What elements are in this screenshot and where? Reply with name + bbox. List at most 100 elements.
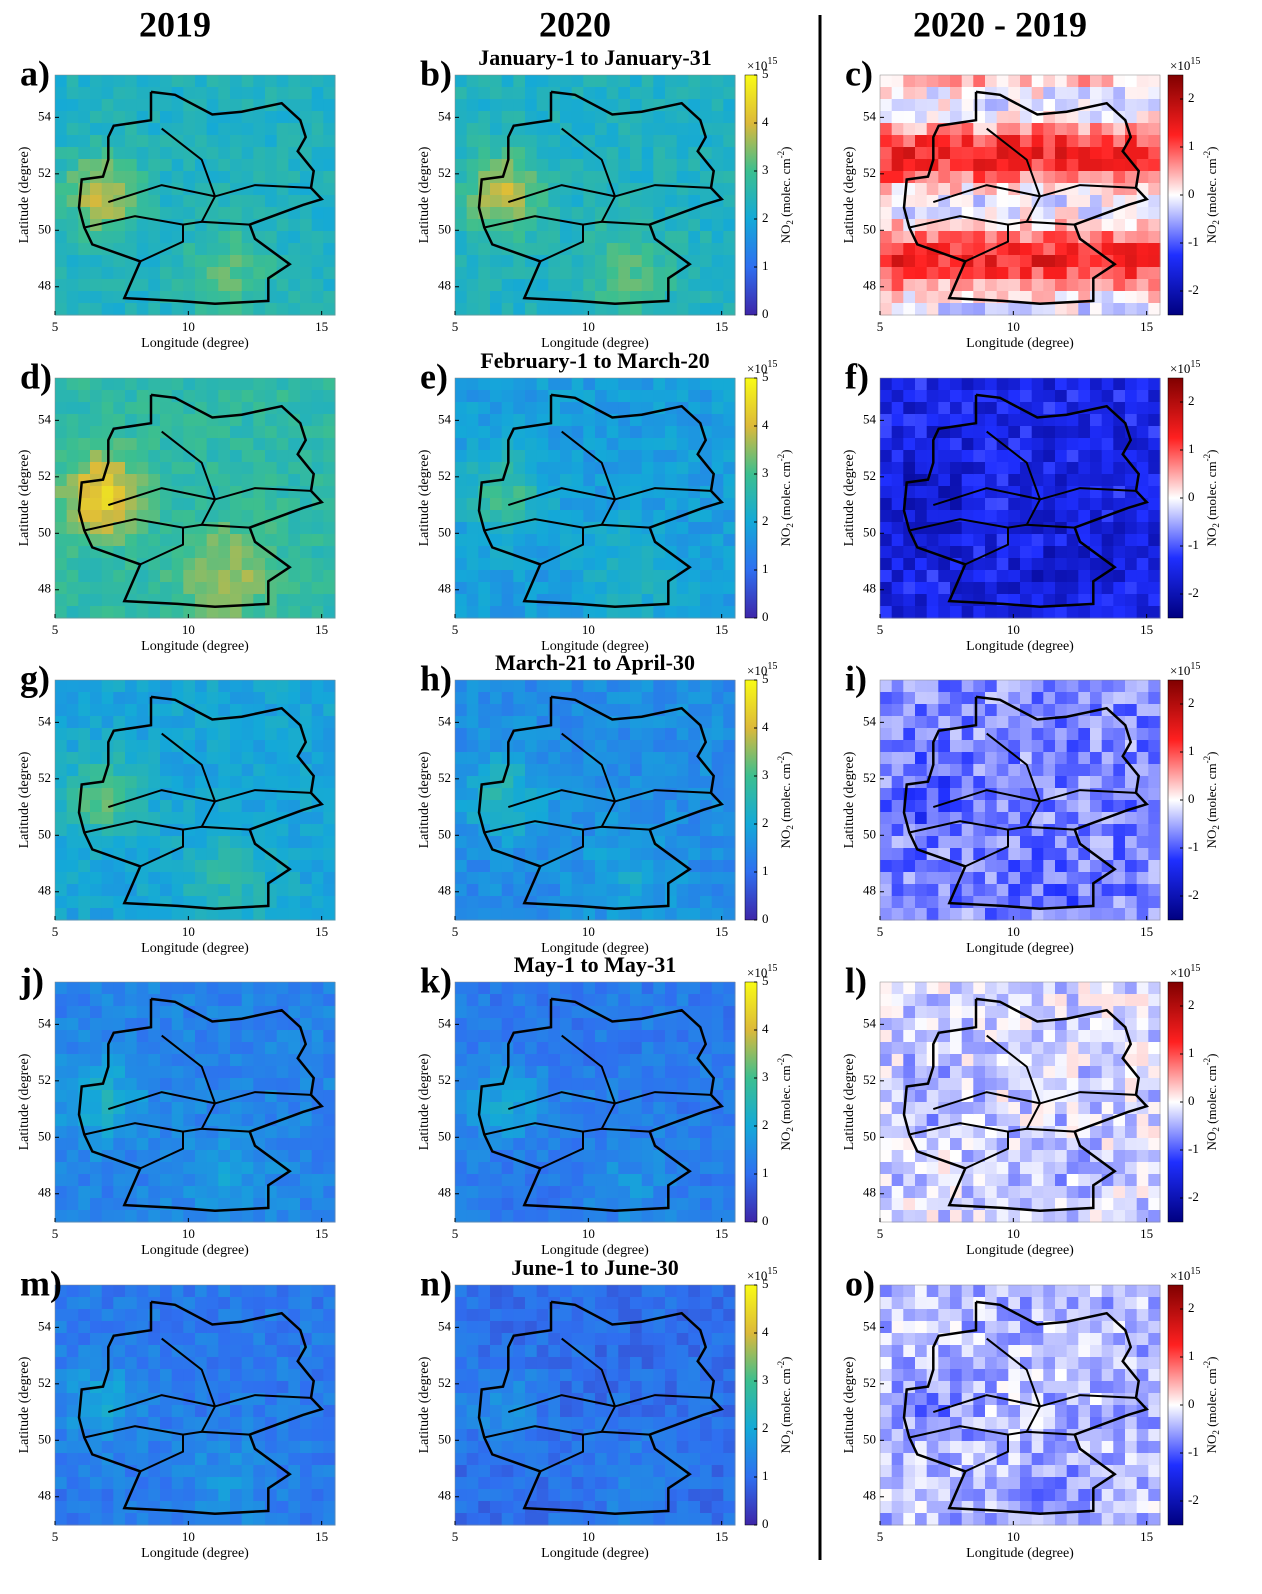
heatmap-cell: [1101, 219, 1114, 232]
heatmap-cell: [583, 546, 596, 559]
heatmap-cell: [548, 291, 561, 304]
heatmap-cell: [253, 255, 266, 268]
heatmap-cell: [938, 75, 951, 88]
heatmap-cell: [125, 171, 138, 184]
heatmap-cell: [78, 896, 91, 909]
heatmap-cell: [1101, 606, 1114, 619]
heatmap-cell: [996, 776, 1009, 789]
heatmap-cell: [265, 558, 278, 571]
heatmap-cell: [55, 1210, 68, 1223]
heatmap-cell: [723, 788, 736, 801]
heatmap-cell: [1055, 728, 1068, 741]
heatmap-cell: [926, 111, 939, 124]
heatmap-cell: [300, 414, 313, 427]
heatmap-cell: [1031, 99, 1044, 112]
heatmap-cell: [1136, 438, 1149, 451]
heatmap-cell: [880, 740, 893, 753]
heatmap-cell: [478, 123, 491, 136]
heatmap-cell: [78, 87, 91, 100]
heatmap-cell: [915, 267, 928, 280]
heatmap-cell: [618, 402, 631, 415]
heatmap-cell: [455, 159, 468, 172]
heatmap-cell: [218, 764, 231, 777]
heatmap-cell: [113, 522, 126, 535]
heatmap-cell: [665, 740, 678, 753]
heatmap-cell: [206, 255, 219, 268]
heatmap-cell: [630, 510, 643, 523]
heatmap-cell: [880, 279, 893, 292]
heatmap-cell: [1113, 824, 1126, 837]
heatmap-cell: [891, 402, 904, 415]
heatmap-cell: [560, 207, 573, 220]
heatmap-cell: [1148, 606, 1161, 619]
heatmap-cell: [926, 231, 939, 244]
heatmap-cell: [171, 207, 184, 220]
heatmap-cell: [973, 135, 986, 148]
heatmap-cell: [525, 438, 538, 451]
heatmap-cell: [171, 378, 184, 391]
heatmap-cell: [78, 1042, 91, 1055]
heatmap-cell: [1125, 462, 1138, 475]
x-tick-label: 15: [715, 319, 728, 334]
heatmap-cell: [206, 1066, 219, 1079]
heatmap-cell: [583, 462, 596, 475]
heatmap-cell: [513, 99, 526, 112]
heatmap-cell: [961, 402, 974, 415]
heatmap-cell: [1078, 414, 1091, 427]
heatmap-cell: [985, 704, 998, 717]
heatmap-cell: [653, 498, 666, 511]
heatmap-cell: [478, 135, 491, 148]
heatmap-cell: [688, 776, 701, 789]
heatmap-cell: [700, 692, 713, 705]
heatmap-cell: [55, 716, 68, 729]
heatmap-cell: [230, 1210, 243, 1223]
heatmap-cell: [973, 75, 986, 88]
heatmap-cell: [136, 546, 149, 559]
heatmap-cell: [1055, 267, 1068, 280]
heatmap-cell: [455, 147, 468, 160]
heatmap-cell: [891, 267, 904, 280]
heatmap-cell: [160, 123, 173, 136]
heatmap-cell: [1020, 534, 1033, 547]
heatmap-cell: [276, 896, 289, 909]
heatmap-cell: [455, 764, 468, 777]
heatmap-cell: [265, 534, 278, 547]
heatmap-cell: [880, 824, 893, 837]
heatmap-cell: [78, 582, 91, 595]
heatmap-cell: [938, 390, 951, 403]
heatmap-cell: [973, 824, 986, 837]
heatmap-cell: [466, 716, 479, 729]
heatmap-cell: [490, 279, 503, 292]
heatmap-cell: [300, 776, 313, 789]
heatmap-cell: [1008, 776, 1021, 789]
heatmap-cell: [195, 123, 208, 136]
colorbar-label: NO2 (molec. cm-2): [776, 752, 795, 849]
heatmap-cell: [525, 147, 538, 160]
heatmap-cell: [148, 123, 161, 136]
heatmap-cell: [230, 183, 243, 196]
heatmap-cell: [206, 1174, 219, 1187]
heatmap-cell: [1066, 582, 1079, 595]
heatmap-cell: [300, 303, 313, 316]
heatmap-cell: [183, 135, 196, 148]
heatmap-cell: [665, 87, 678, 100]
heatmap-cell: [618, 219, 631, 232]
heatmap-cell: [583, 836, 596, 849]
y-tick-label: 54: [863, 108, 877, 123]
heatmap-cell: [595, 75, 608, 88]
heatmap-cell: [915, 135, 928, 148]
heatmap-cell: [1055, 716, 1068, 729]
heatmap-cell: [641, 812, 654, 825]
heatmap-cell: [136, 1006, 149, 1019]
heatmap-cell: [125, 848, 138, 861]
heatmap-cell: [501, 558, 514, 571]
heatmap-cell: [583, 243, 596, 256]
heatmap-cell: [218, 872, 231, 885]
heatmap-cell: [891, 123, 904, 136]
heatmap-cell: [1090, 462, 1103, 475]
heatmap-cell: [1066, 680, 1079, 693]
heatmap-cell: [961, 99, 974, 112]
heatmap-cell: [1090, 498, 1103, 511]
heatmap-cell: [466, 486, 479, 499]
heatmap-cell: [1020, 800, 1033, 813]
